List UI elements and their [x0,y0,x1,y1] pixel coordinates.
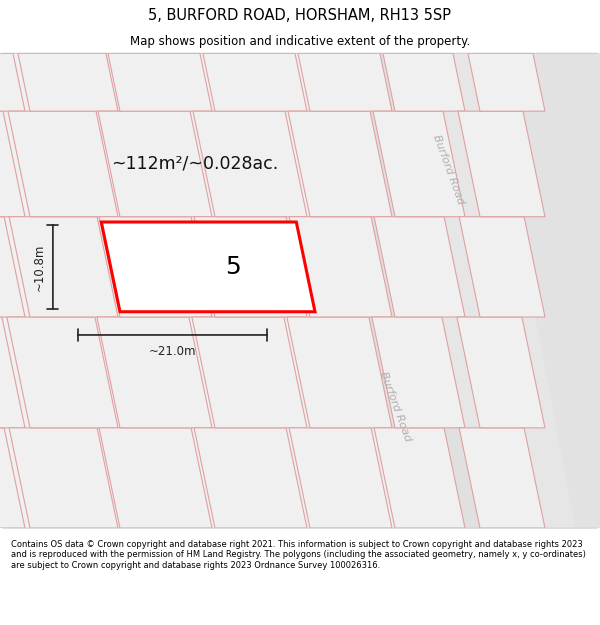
Polygon shape [193,111,307,217]
Polygon shape [9,217,118,317]
Polygon shape [305,53,480,528]
Polygon shape [0,428,25,528]
Text: ~21.0m: ~21.0m [149,346,196,358]
Polygon shape [194,428,307,528]
Polygon shape [203,53,307,111]
Text: Burford Road: Burford Road [431,133,465,206]
Polygon shape [374,217,465,317]
Polygon shape [108,53,212,111]
Polygon shape [373,111,465,217]
Polygon shape [374,428,465,528]
Polygon shape [372,317,465,428]
Polygon shape [289,428,392,528]
Polygon shape [97,317,212,428]
Polygon shape [101,222,315,312]
Polygon shape [18,53,118,111]
Polygon shape [458,111,545,217]
Polygon shape [0,217,25,317]
Polygon shape [0,53,25,111]
Polygon shape [98,111,212,217]
Text: 5: 5 [225,255,241,279]
Text: Map shows position and indicative extent of the property.: Map shows position and indicative extent… [130,35,470,48]
Polygon shape [8,111,118,217]
Polygon shape [0,111,25,217]
Polygon shape [192,317,307,428]
Polygon shape [468,53,545,111]
Polygon shape [459,428,545,528]
Text: ~112m²/~0.028ac.: ~112m²/~0.028ac. [112,155,278,173]
Text: ~10.8m: ~10.8m [32,243,46,291]
Polygon shape [289,217,392,317]
Polygon shape [99,428,212,528]
Polygon shape [99,217,212,317]
Polygon shape [287,317,392,428]
Polygon shape [0,317,25,428]
Polygon shape [288,111,392,217]
Polygon shape [298,53,392,111]
Polygon shape [9,428,118,528]
Polygon shape [457,317,545,428]
Text: Burford Road: Burford Road [378,371,412,443]
Polygon shape [7,317,118,428]
Text: Contains OS data © Crown copyright and database right 2021. This information is : Contains OS data © Crown copyright and d… [11,540,586,569]
Polygon shape [390,53,575,528]
Polygon shape [194,217,307,317]
Polygon shape [459,217,545,317]
Polygon shape [383,53,465,111]
Text: 5, BURFORD ROAD, HORSHAM, RH13 5SP: 5, BURFORD ROAD, HORSHAM, RH13 5SP [149,8,452,23]
Polygon shape [485,53,600,528]
Polygon shape [0,53,600,528]
